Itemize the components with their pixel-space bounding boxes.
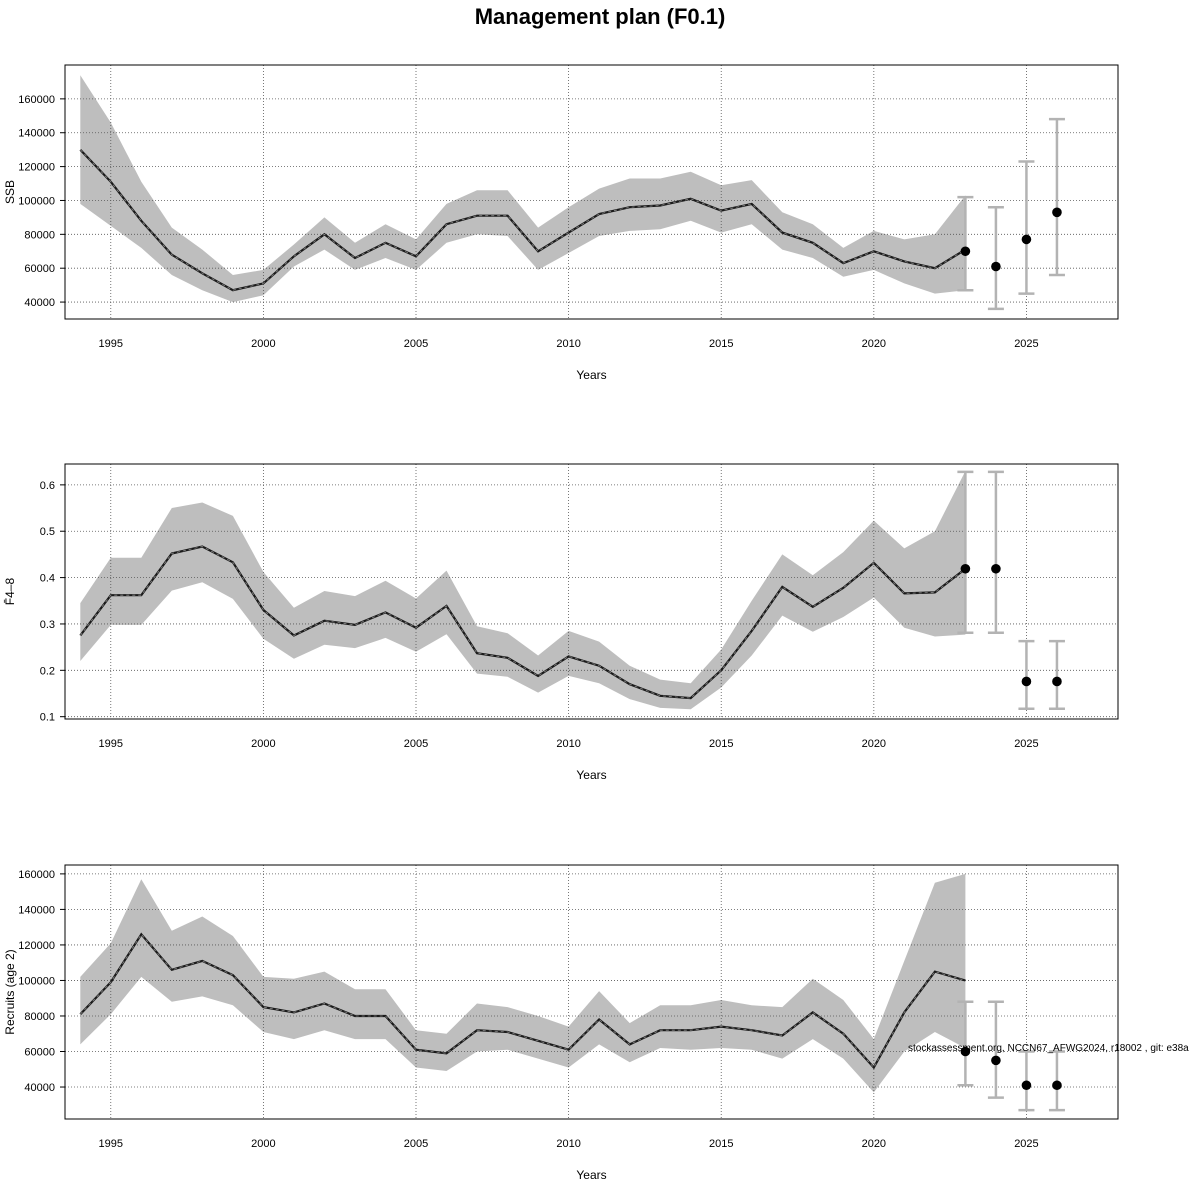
y-tick-label: 0.2 [40, 665, 55, 677]
forecast-point [960, 1046, 971, 1057]
x-tick-label: 2015 [709, 338, 733, 350]
y-tick-label: 40000 [24, 1082, 55, 1094]
forecast-point [1021, 234, 1032, 245]
confidence-band [80, 75, 966, 303]
x-tick-label: 2020 [862, 1138, 886, 1150]
x-tick-label: 2020 [862, 738, 886, 750]
y-tick-label: 0.4 [40, 573, 55, 585]
x-tick-label: 2000 [251, 1138, 275, 1150]
x-tick-label: 2025 [1014, 1138, 1038, 1150]
y-tick-label: 0.1 [40, 712, 55, 724]
x-tick-label: 2005 [404, 738, 428, 750]
y-tick-label: 80000 [24, 1011, 55, 1023]
y-tick-label: 40000 [24, 297, 55, 309]
y-tick-label: 60000 [24, 263, 55, 275]
x-tick-label: 1995 [99, 1138, 123, 1150]
confidence-band [80, 873, 966, 1093]
x-axis-label: Years [576, 368, 606, 382]
x-tick-label: 2010 [556, 1138, 580, 1150]
x-tick-label: 2025 [1014, 338, 1038, 350]
y-tick-label: 140000 [18, 904, 55, 916]
estimate-line-dash [80, 149, 966, 291]
recruits-panel: 1995 2000 2005 2010 2015 2020 2025 40000 60000 80… [3, 864, 1119, 1182]
x-axis-label: Years [576, 768, 606, 782]
x-tick-label: 2015 [709, 738, 733, 750]
y-tick-label: 0.5 [40, 526, 55, 538]
forecast-point [960, 246, 971, 257]
x-tick-label: 2025 [1014, 738, 1038, 750]
y-tick-label: 140000 [18, 128, 55, 140]
forecast-point [1052, 676, 1062, 687]
fbar-panel: 1995 2000 2005 2010 2015 2020 2025 0.1 0.2 0.3 0.4… [3, 463, 1119, 782]
x-tick-label: 1995 [99, 338, 123, 350]
plot-frame [64, 864, 1119, 1120]
ssb-panel: 1995 2000 2005 2010 2015 2020 2025 40000 60000 80… [3, 64, 1119, 382]
y-tick-label: 100000 [18, 975, 55, 987]
x-tick-label: 2015 [709, 1138, 733, 1150]
x-tick-label: 2000 [251, 738, 275, 750]
y-tick-label: 120000 [18, 162, 55, 174]
y-tick-label: 0.6 [40, 480, 55, 492]
y-axis-label: SSB [3, 180, 17, 204]
y-tick-label: 160000 [18, 94, 55, 106]
y-tick-label: 100000 [18, 195, 55, 207]
x-tick-label: 1995 [99, 738, 123, 750]
y-tick-label: 120000 [18, 940, 55, 952]
forecast-point [991, 261, 1001, 272]
estimate-line-dash [79, 546, 966, 699]
source-footnote: stockassessment.org, NCCN67_AFWG2024, r1… [908, 1043, 1189, 1054]
forecast-point [1021, 676, 1032, 687]
y-axis-label: F̄4–8 [3, 578, 17, 606]
plot-frame [64, 463, 1119, 720]
x-tick-label: 2005 [404, 338, 428, 350]
forecast-point [960, 563, 971, 574]
plot-frame [64, 64, 1119, 320]
forecast-point [991, 1055, 1001, 1066]
x-tick-label: 2010 [556, 338, 580, 350]
x-axis-label: Years [576, 1168, 606, 1182]
y-tick-label: 60000 [24, 1047, 55, 1059]
y-tick-label: 160000 [18, 869, 55, 881]
x-tick-label: 2020 [862, 338, 886, 350]
forecast-point [1052, 207, 1062, 218]
forecast-point [1021, 1080, 1032, 1091]
y-tick-label: 0.3 [40, 619, 55, 631]
y-tick-label: 80000 [24, 229, 55, 241]
estimate-line [79, 932, 966, 1070]
y-axis-label: Recruits (age 2) [3, 949, 17, 1034]
forecast-point [1052, 1080, 1062, 1091]
x-tick-label: 2010 [556, 738, 580, 750]
x-tick-label: 2005 [404, 1138, 428, 1150]
x-tick-label: 2000 [251, 338, 275, 350]
confidence-band [80, 471, 966, 710]
forecast-point [991, 563, 1001, 574]
figure-title: Management plan (F0.1) [475, 4, 726, 29]
